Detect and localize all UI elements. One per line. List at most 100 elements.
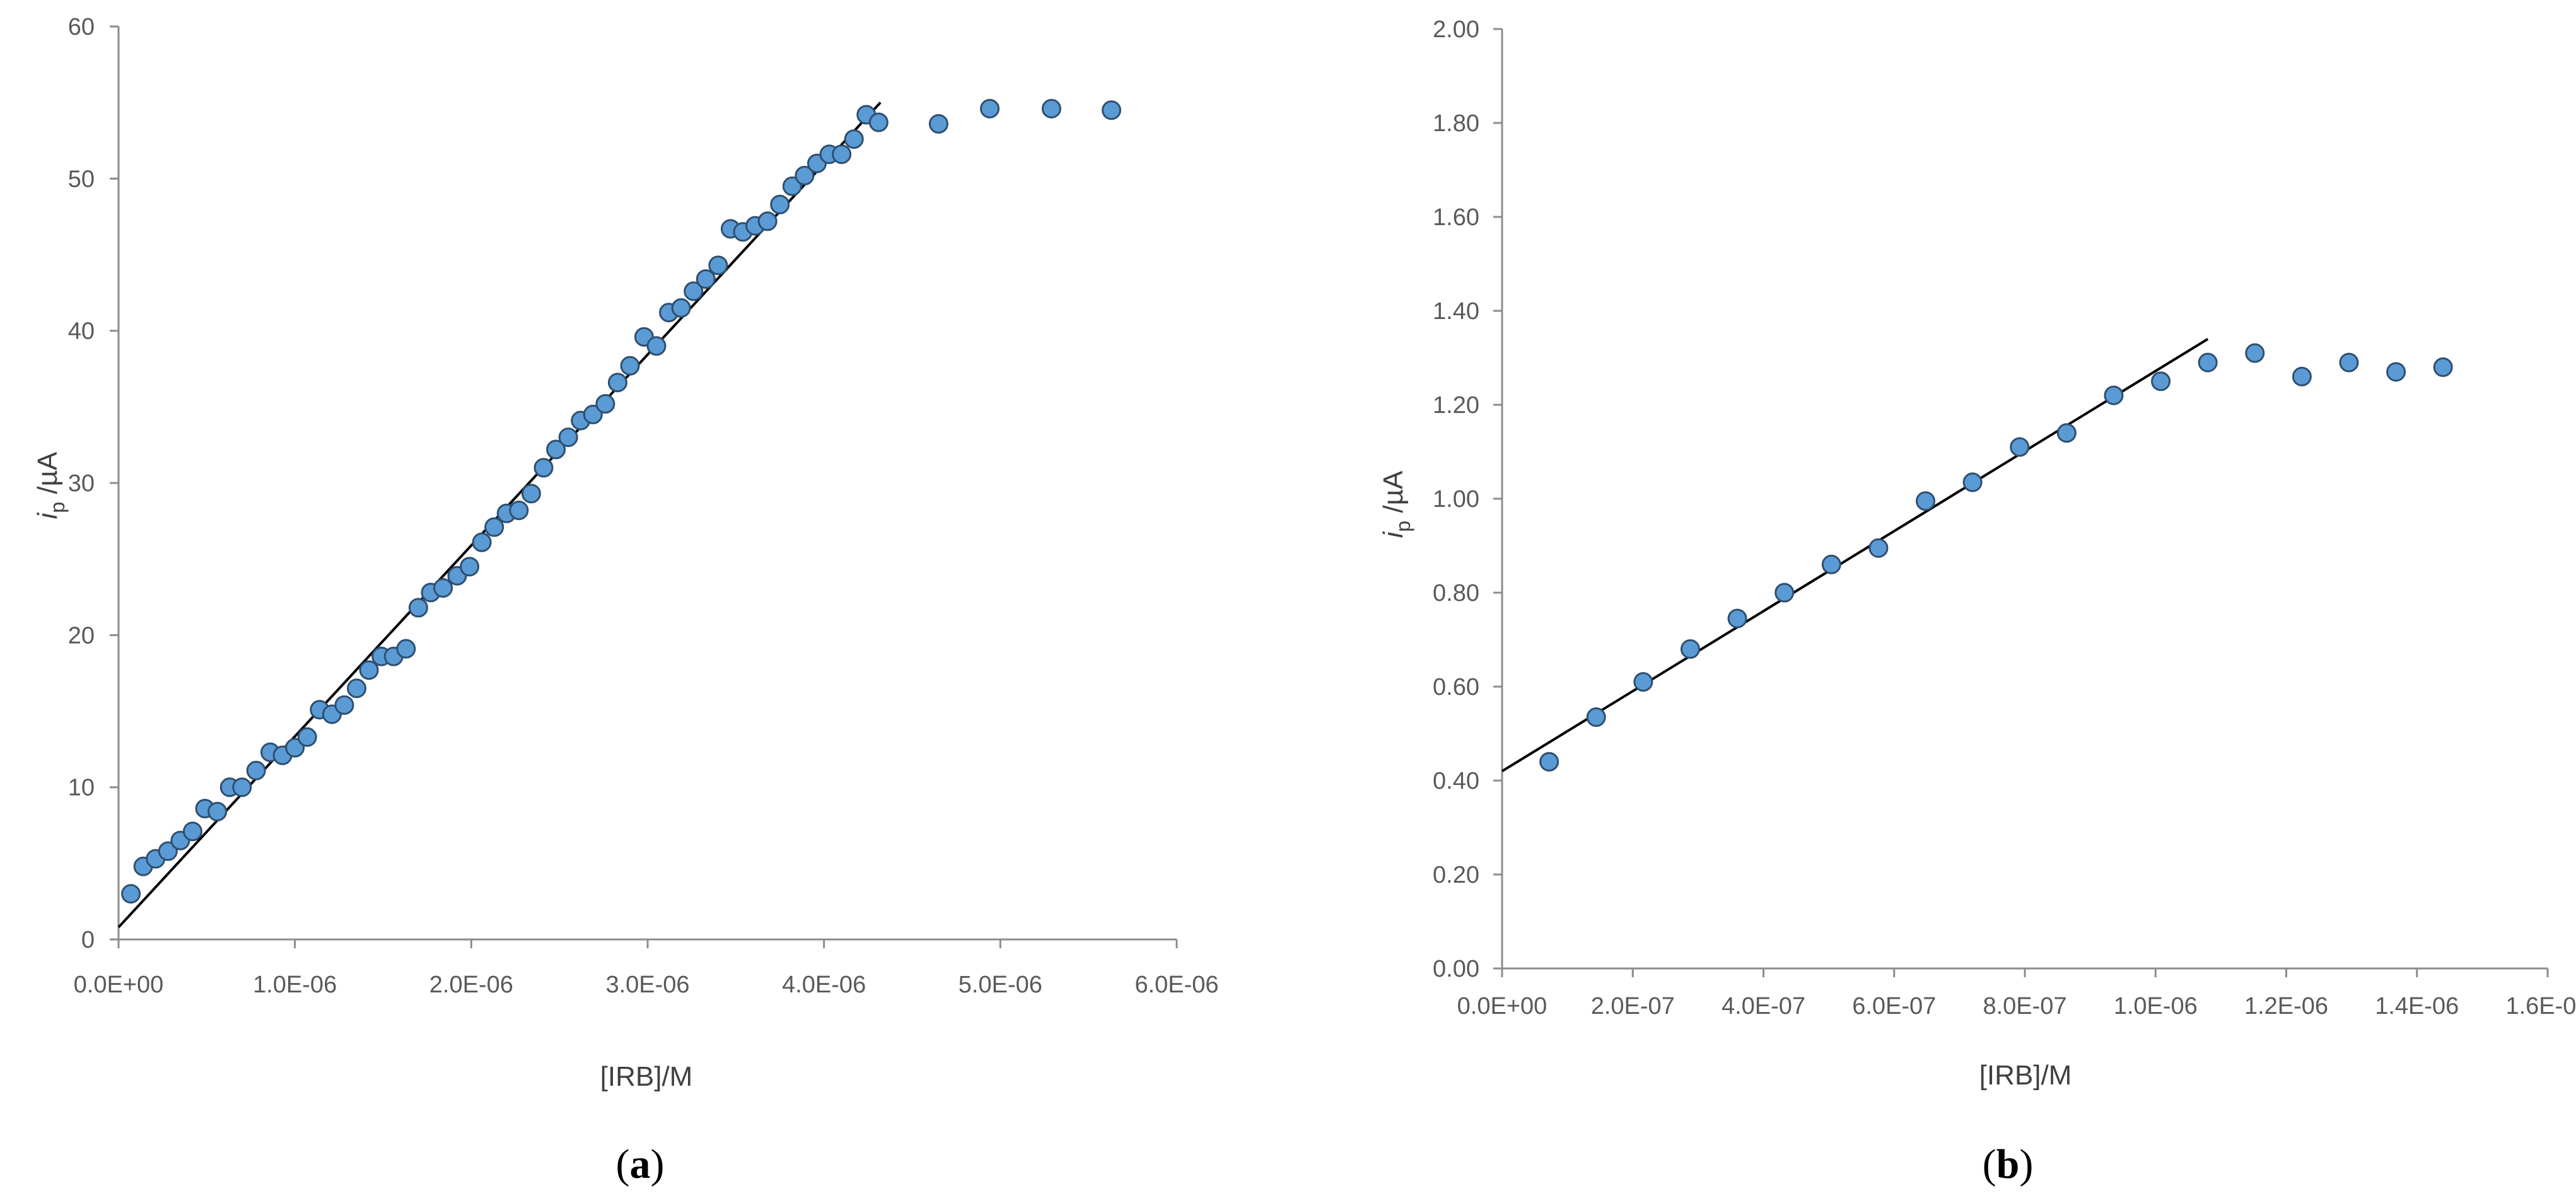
y-axis-title-b: ip /µA xyxy=(1378,470,1414,538)
y-tick-label-b: 2.00 xyxy=(1433,16,1479,43)
data-point-b xyxy=(2292,366,2312,386)
trendline-b xyxy=(1501,337,2209,772)
x-tick-label-a: 3.0E-06 xyxy=(605,972,689,998)
data-point-a xyxy=(472,532,492,552)
x-tick-label-a: 0.0E+00 xyxy=(74,972,164,998)
data-point-a xyxy=(795,166,815,186)
data-point-a xyxy=(844,129,864,149)
data-point-a xyxy=(158,841,178,861)
data-point-a xyxy=(708,255,728,276)
data-point-a xyxy=(334,695,354,715)
x-tick-label-a: 2.0E-06 xyxy=(429,972,513,998)
y-axis-title-italic: i xyxy=(32,512,63,519)
data-point-b xyxy=(1633,672,1653,692)
x-axis-title-b: [IRB]/M xyxy=(1979,1060,2072,1091)
y-tick-label-b: 0.00 xyxy=(1433,956,1479,982)
data-point-b xyxy=(1821,554,1841,574)
data-point-a xyxy=(246,760,266,781)
data-point-b xyxy=(2151,371,2171,392)
data-point-a xyxy=(1041,98,1061,119)
data-point-b xyxy=(2386,362,2406,382)
y-tick-label-a: 30 xyxy=(68,470,95,497)
data-point-a xyxy=(832,144,852,165)
data-point-a xyxy=(558,427,578,448)
data-point-a xyxy=(297,727,317,747)
caption-close-paren: ) xyxy=(2019,1141,2033,1187)
chart-a: 0 10 20 30 40 50 60 0.0E+00 1.0E-06 2.0E-06 3.0E-0… xyxy=(32,14,1219,1187)
y-axis-title-a: ip /µA xyxy=(32,451,69,519)
data-point-a xyxy=(1102,100,1122,120)
x-tick-label-a: 1.0E-06 xyxy=(253,972,337,998)
data-point-a xyxy=(533,458,554,478)
data-point-a xyxy=(620,356,640,376)
data-point-b xyxy=(1539,752,1559,772)
data-point-a xyxy=(347,678,367,699)
data-point-a xyxy=(121,884,141,904)
chart-panel-a: 0 10 20 30 40 50 60 0.0E+00 1.0E-06 2.0E-06 3.0E-0… xyxy=(32,14,1219,1187)
data-point-a xyxy=(583,404,603,424)
y-tick-label-b: 0.80 xyxy=(1433,580,1479,607)
caption-close-paren: ) xyxy=(651,1141,665,1187)
data-point-a xyxy=(684,281,704,301)
data-point-a xyxy=(607,373,627,393)
data-point-a xyxy=(782,176,802,196)
y-tick-label-b: 0.60 xyxy=(1433,674,1479,700)
data-point-a xyxy=(928,113,948,134)
data-point-b xyxy=(1775,583,1795,603)
data-point-a xyxy=(671,298,691,318)
y-tick-label-b: 0.20 xyxy=(1433,862,1479,888)
x-axis-title-a: [IRB]/M xyxy=(600,1061,693,1092)
data-point-a xyxy=(232,777,252,798)
data-point-a xyxy=(509,500,529,520)
y-tick-label-b: 1.20 xyxy=(1433,392,1479,419)
x-tick-label-a: 5.0E-06 xyxy=(959,972,1042,998)
data-point-b xyxy=(1586,707,1606,727)
y-tick-label-a: 0 xyxy=(81,927,95,953)
data-point-a xyxy=(408,598,428,618)
data-point-a xyxy=(546,439,566,460)
y-tick-label-a: 60 xyxy=(68,14,95,40)
data-point-a xyxy=(359,660,379,680)
data-point-a xyxy=(595,394,615,414)
y-tick-label-a: 40 xyxy=(68,318,95,345)
data-point-a xyxy=(285,738,305,758)
caption-letter: a xyxy=(630,1141,651,1187)
data-point-b xyxy=(1962,472,1983,492)
y-tick-label-a: 20 xyxy=(68,622,95,649)
y-axis-title-subscript: p xyxy=(46,502,69,513)
x-tick-label-a: 6.0E-06 xyxy=(1134,972,1218,998)
caption-open-paren: ( xyxy=(616,1141,630,1187)
data-point-b xyxy=(2433,357,2453,377)
y-tick-label-b: 1.00 xyxy=(1433,486,1479,513)
x-tick-label-b: 1.4E-06 xyxy=(2375,993,2459,1020)
panel-caption-a: (a) xyxy=(616,1141,665,1187)
data-point-b xyxy=(1680,639,1700,659)
data-point-b xyxy=(1727,608,1747,629)
y-axis-title-subscript: p xyxy=(1392,521,1414,532)
y-axis-title-unit: /µA xyxy=(1378,470,1409,521)
x-tick-label-a: 4.0E-06 xyxy=(782,972,866,998)
y-axis-title-unit: /µA xyxy=(32,451,63,502)
x-tick-label-b: 8.0E-07 xyxy=(1983,993,2066,1020)
data-point-b xyxy=(2339,352,2359,373)
data-point-a xyxy=(757,211,778,231)
y-axis-title-italic: i xyxy=(1378,531,1409,538)
y-tick-label-b: 1.80 xyxy=(1433,110,1479,137)
data-point-b xyxy=(1868,538,1889,558)
y-tick-label-a: 10 xyxy=(68,775,95,801)
data-point-a xyxy=(460,557,480,577)
data-point-b xyxy=(2245,343,2265,363)
x-tick-label-b: 1.0E-06 xyxy=(2114,993,2198,1020)
data-point-a xyxy=(696,269,716,289)
data-point-b xyxy=(2056,423,2077,443)
data-point-a xyxy=(207,801,228,822)
y-tick-label-b: 1.40 xyxy=(1433,298,1479,325)
data-point-a xyxy=(182,822,202,842)
data-point-a xyxy=(521,484,541,504)
x-tick-label-b: 1.2E-06 xyxy=(2244,993,2328,1020)
y-tick-label-b: 0.40 xyxy=(1433,768,1479,794)
data-point-b xyxy=(1915,491,1935,511)
data-point-a xyxy=(868,112,889,132)
panel-caption-b: (b) xyxy=(1983,1141,2034,1187)
y-tick-label-b: 1.60 xyxy=(1433,204,1479,231)
